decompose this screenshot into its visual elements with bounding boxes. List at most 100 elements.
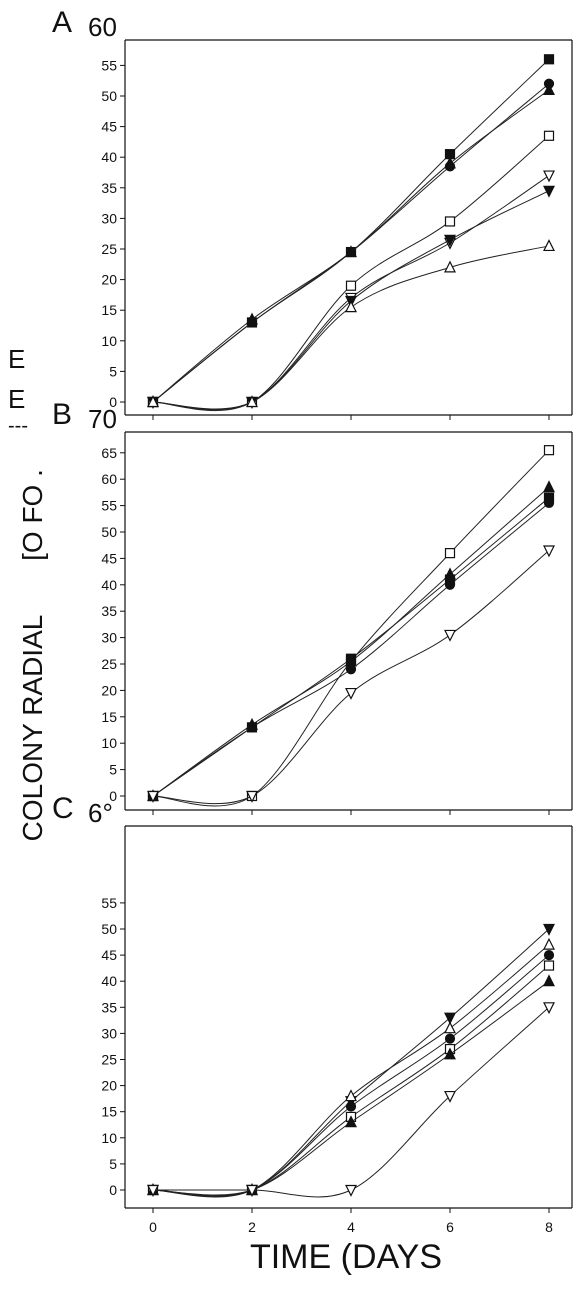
data-point — [147, 1184, 159, 1197]
data-point — [543, 445, 555, 456]
panel-c: C 6° 0 5 10 15 20 25 30 35 40 45 50 55 0 2 4 6 8 — [52, 792, 573, 1235]
series-2 — [147, 480, 555, 802]
data-point — [444, 1021, 456, 1034]
data-point — [543, 949, 555, 961]
series-5 — [147, 974, 555, 1196]
data-point — [543, 480, 555, 493]
data-point — [345, 1184, 357, 1197]
series-3 — [147, 83, 555, 408]
data-point — [543, 974, 555, 987]
data-point — [345, 280, 357, 291]
data-point — [345, 653, 357, 664]
data-point — [543, 960, 555, 971]
data-point — [246, 395, 258, 408]
data-point — [543, 937, 555, 950]
y-tick-label: 5 — [109, 762, 117, 778]
y-tick-label: 25 — [101, 1052, 117, 1068]
data-point — [543, 130, 555, 141]
y-tick-label: 20 — [101, 272, 117, 288]
data-point — [246, 1184, 258, 1197]
y-tick-label: 60 — [101, 471, 117, 487]
y-tick-label: 55 — [101, 895, 117, 911]
data-point — [444, 579, 456, 590]
y-tick-label: 25 — [101, 656, 117, 672]
x-tick-label: 0 — [149, 1219, 157, 1235]
y-tick-label: 65 — [101, 445, 117, 461]
data-point — [444, 234, 456, 247]
top-tick-label: 70 — [88, 404, 117, 434]
data-point — [543, 497, 555, 509]
series-5 — [147, 545, 555, 805]
series-line — [152, 245, 550, 410]
y-axis-title: COLONY RADIAL — [17, 615, 48, 842]
panel-a: A 60 0 5 10 15 20 25 30 35 40 45 50 55 — [52, 6, 573, 420]
panel-letter: C — [52, 792, 74, 825]
series-line — [152, 497, 550, 797]
series-line — [152, 135, 550, 412]
y-tick-label: 55 — [101, 498, 117, 514]
series-4 — [147, 130, 555, 412]
data-point — [345, 664, 357, 675]
data-point — [444, 629, 456, 642]
x-tick-label: 2 — [248, 1219, 256, 1235]
data-point — [147, 790, 159, 803]
series-line — [152, 83, 550, 403]
data-point — [444, 216, 456, 227]
y-tick-label: 20 — [101, 682, 117, 698]
y-tick-label: 55 — [101, 57, 117, 73]
series-3 — [147, 949, 555, 1197]
series-4 — [147, 960, 555, 1196]
y-tick-label: 30 — [101, 1025, 117, 1041]
y-tick-label: 15 — [101, 709, 117, 725]
y-tick-label: 10 — [101, 333, 117, 349]
series-1 — [147, 923, 555, 1198]
y-tick-label: 0 — [109, 788, 117, 804]
top-tick-label: 60 — [88, 12, 117, 42]
data-point — [543, 185, 555, 198]
y-tick-label: 15 — [101, 302, 117, 318]
series-6 — [147, 1002, 555, 1198]
data-point — [444, 260, 456, 273]
y-tick-label: 50 — [101, 88, 117, 104]
series-line — [152, 175, 550, 411]
y-tick-label: 5 — [109, 363, 117, 379]
data-point — [444, 1047, 456, 1060]
data-point — [345, 1089, 357, 1102]
y-tick-label: 30 — [101, 210, 117, 226]
y-tick-label: 40 — [101, 973, 117, 989]
data-point — [444, 156, 456, 169]
series-1 — [147, 445, 555, 807]
data-point — [543, 239, 555, 252]
y-tick-label: 45 — [101, 550, 117, 566]
y-tick-label: 20 — [101, 1078, 117, 1094]
y-tick-label: 40 — [101, 577, 117, 593]
x-tick-label: 4 — [347, 1219, 355, 1235]
y-tick-label: 25 — [101, 241, 117, 257]
series-line — [152, 928, 550, 1198]
data-point — [147, 395, 159, 408]
series-6 — [147, 185, 555, 410]
series-line — [152, 965, 550, 1196]
data-point — [246, 790, 258, 803]
data-point — [345, 1115, 357, 1128]
series-line — [152, 954, 550, 1197]
data-point — [345, 1101, 357, 1112]
data-point — [444, 548, 456, 559]
top-tick-label: 6° — [88, 798, 113, 828]
y-tick-label: 30 — [101, 630, 117, 646]
stray-mark-1: E — [8, 344, 25, 374]
y-axis-title-garbled: [O FO . — [17, 469, 48, 561]
data-point — [543, 170, 555, 183]
series-line — [152, 980, 550, 1196]
y-tick-label: 10 — [101, 735, 117, 751]
x-tick-label: 6 — [446, 1219, 454, 1235]
y-tick-label: 10 — [101, 1130, 117, 1146]
data-point — [246, 312, 258, 325]
y-tick-label: 0 — [109, 394, 117, 410]
stray-mark-2: E — [8, 384, 25, 414]
y-tick-label: 35 — [101, 999, 117, 1015]
series-7 — [147, 239, 555, 410]
panel-b: B 70 0 5 10 15 20 25 30 35 40 45 50 55 60 65 — [52, 398, 573, 815]
